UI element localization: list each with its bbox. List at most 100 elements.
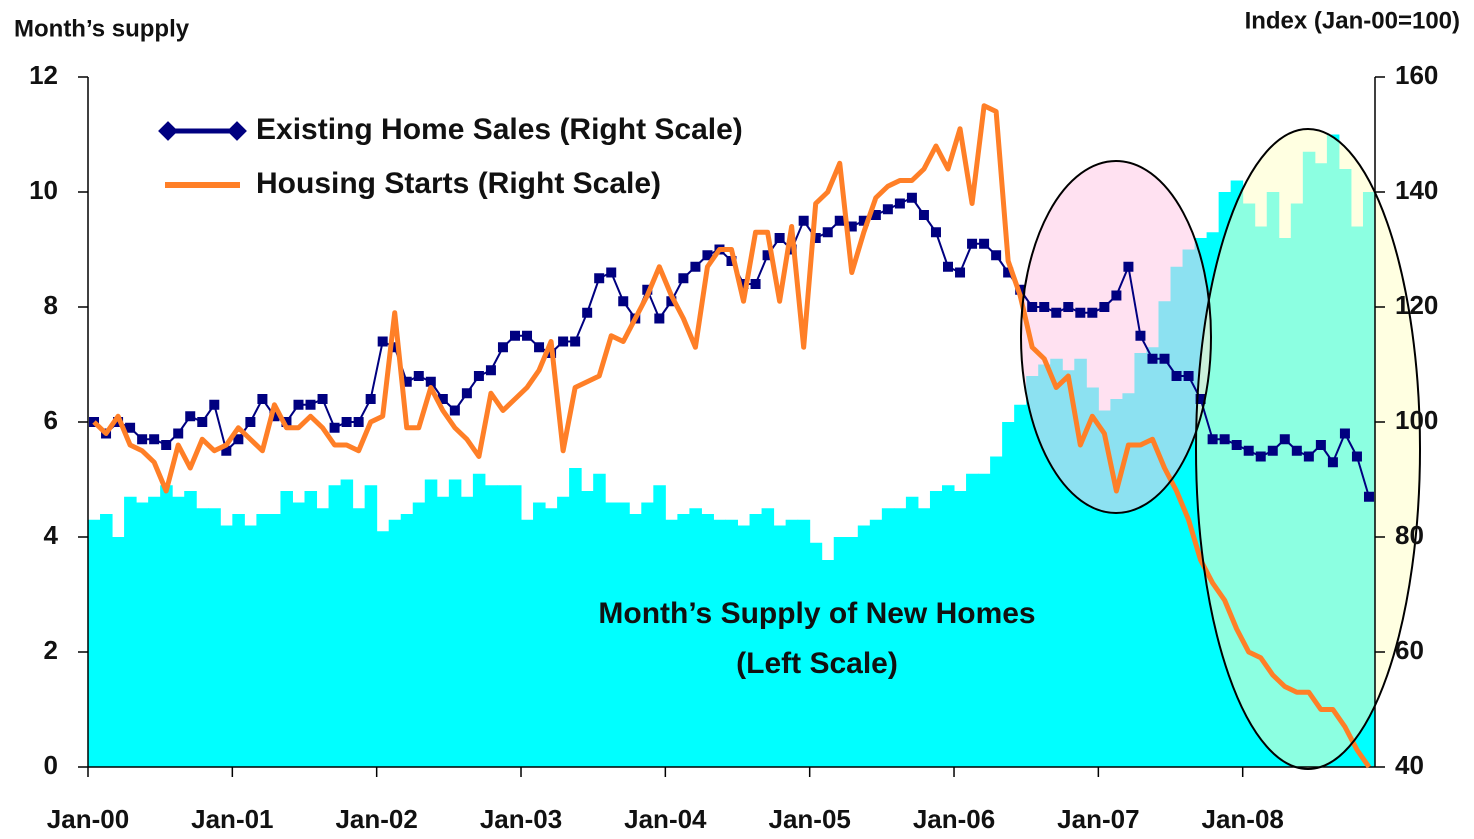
bar (629, 514, 642, 767)
bar (978, 473, 991, 767)
marker (1327, 457, 1338, 468)
marker (233, 434, 244, 445)
rings-layer (1020, 128, 1421, 770)
marker (522, 330, 533, 341)
marker (437, 394, 448, 404)
bar (436, 496, 450, 767)
y-tick-label: 2 (44, 635, 58, 665)
x-tick-label: Jan-04 (624, 804, 707, 834)
ovl-layer (1021, 129, 1420, 769)
marker (690, 261, 701, 272)
marker (750, 279, 761, 289)
bar (220, 525, 233, 767)
lines-layer (89, 103, 1374, 769)
marker (1267, 445, 1278, 456)
bar (797, 519, 811, 767)
bar-series-label: Month’s Supply of New Homes (598, 597, 1035, 630)
y-tick-label: 8 (44, 290, 58, 320)
bar (124, 496, 137, 767)
bar (929, 491, 943, 767)
x-tick-label: Jan-03 (480, 804, 562, 834)
marker (257, 394, 268, 404)
bar (508, 485, 522, 767)
marker (594, 273, 605, 284)
bar (496, 485, 510, 767)
bar (292, 502, 306, 767)
bar (845, 537, 859, 767)
bar (484, 485, 498, 767)
marker (846, 221, 857, 232)
marker (726, 256, 737, 266)
y2-tick-label: 160 (1395, 60, 1438, 90)
bar (256, 514, 269, 767)
highlight-fill (1021, 161, 1211, 513)
bar (196, 508, 209, 767)
marker (1315, 440, 1326, 450)
bar (400, 514, 414, 767)
marker (413, 371, 424, 381)
bar (857, 525, 871, 767)
marker (1183, 371, 1194, 381)
marker (377, 336, 388, 347)
bar (280, 491, 293, 767)
bar (713, 519, 726, 767)
marker (1303, 451, 1314, 462)
bar (593, 473, 606, 767)
marker (473, 371, 484, 381)
bar (821, 560, 835, 767)
marker (738, 279, 749, 289)
marker (389, 342, 400, 353)
marker (918, 210, 929, 220)
marker (1075, 307, 1086, 318)
bar (773, 525, 787, 767)
legend-marker (227, 121, 247, 141)
marker (654, 313, 665, 324)
bar (448, 479, 462, 767)
marker (161, 440, 172, 450)
bar (340, 479, 354, 767)
marker (774, 233, 785, 243)
y-axis-title: Month’s supply (14, 15, 190, 42)
marker (1339, 428, 1350, 439)
bar (112, 537, 125, 767)
bar (148, 496, 161, 767)
marker (582, 307, 593, 318)
marker (1135, 330, 1146, 341)
y2-tick-label: 120 (1395, 290, 1438, 320)
marker (1243, 445, 1254, 456)
bar (1038, 364, 1051, 767)
bar (605, 502, 618, 767)
marker (798, 215, 809, 226)
bar (184, 491, 197, 767)
marker (269, 411, 280, 422)
bar (581, 491, 594, 767)
marker (666, 296, 677, 307)
marker (509, 330, 520, 341)
x-tick-label: Jan-06 (913, 804, 995, 834)
marker (209, 399, 220, 410)
y2-tick-label: 80 (1395, 520, 1424, 550)
bar (881, 508, 895, 767)
bar (941, 485, 955, 767)
bar (966, 473, 979, 767)
bar (388, 519, 402, 767)
marker (1003, 267, 1014, 278)
bar (617, 502, 630, 767)
bar (954, 491, 967, 767)
y2-tick-label: 100 (1395, 405, 1438, 435)
bar (160, 485, 173, 767)
bar (232, 514, 245, 767)
marker (1051, 307, 1062, 318)
bar (100, 514, 113, 767)
marker (365, 394, 376, 404)
bar (304, 491, 318, 767)
bar (917, 508, 931, 767)
bar (268, 514, 281, 767)
x-tick-label: Jan-01 (191, 804, 273, 834)
bar (569, 468, 582, 767)
legend-label: Housing Starts (Right Scale) (256, 167, 661, 200)
bar (545, 508, 558, 767)
bar (472, 473, 486, 767)
marker (425, 376, 436, 387)
y-tick-label: 4 (44, 520, 59, 550)
